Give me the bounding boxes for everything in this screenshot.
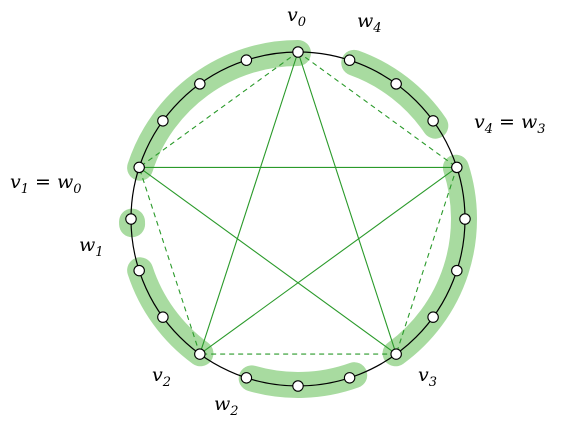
- cycle-vertex: [195, 79, 205, 89]
- solid-edge-v0-v3: [298, 52, 396, 354]
- cycle-vertex: [344, 373, 354, 383]
- cycle-vertex: [293, 381, 303, 391]
- vertex-v3: [391, 349, 401, 359]
- vertex-v0: [293, 47, 303, 57]
- vertex-v2: [195, 349, 205, 359]
- highlight-band: [354, 63, 435, 126]
- cycle-vertex: [126, 214, 136, 224]
- cycle-vertex: [344, 55, 354, 65]
- cycle-vertex: [428, 312, 438, 322]
- highlight-band: [140, 53, 298, 168]
- cycle-vertex: [452, 265, 462, 275]
- label-w2: w2: [214, 393, 239, 419]
- vertex-v4: [452, 162, 462, 172]
- cycle-vertex: [460, 214, 470, 224]
- label-w4: w4: [357, 10, 382, 36]
- highlight-band: [140, 270, 200, 353]
- label-v4-eq-w3: v4 = w3: [474, 111, 546, 137]
- label-v1-eq-w0: v1 = w0: [10, 171, 82, 197]
- label-v2: v2: [152, 364, 171, 390]
- label-w1: w1: [79, 234, 104, 260]
- solid-edge-v0-v2: [200, 52, 298, 354]
- cycle-vertex: [134, 265, 144, 275]
- cycle-vertex: [158, 116, 168, 126]
- highlight-bands: [132, 53, 464, 385]
- cycle-vertex: [391, 79, 401, 89]
- cycle-vertex: [158, 312, 168, 322]
- cycle-vertex: [241, 373, 251, 383]
- vertex-v1: [134, 162, 144, 172]
- cycle-vertex: [241, 55, 251, 65]
- cycle-vertex: [428, 116, 438, 126]
- label-v3: v3: [418, 364, 437, 390]
- label-v0: v0: [287, 4, 306, 30]
